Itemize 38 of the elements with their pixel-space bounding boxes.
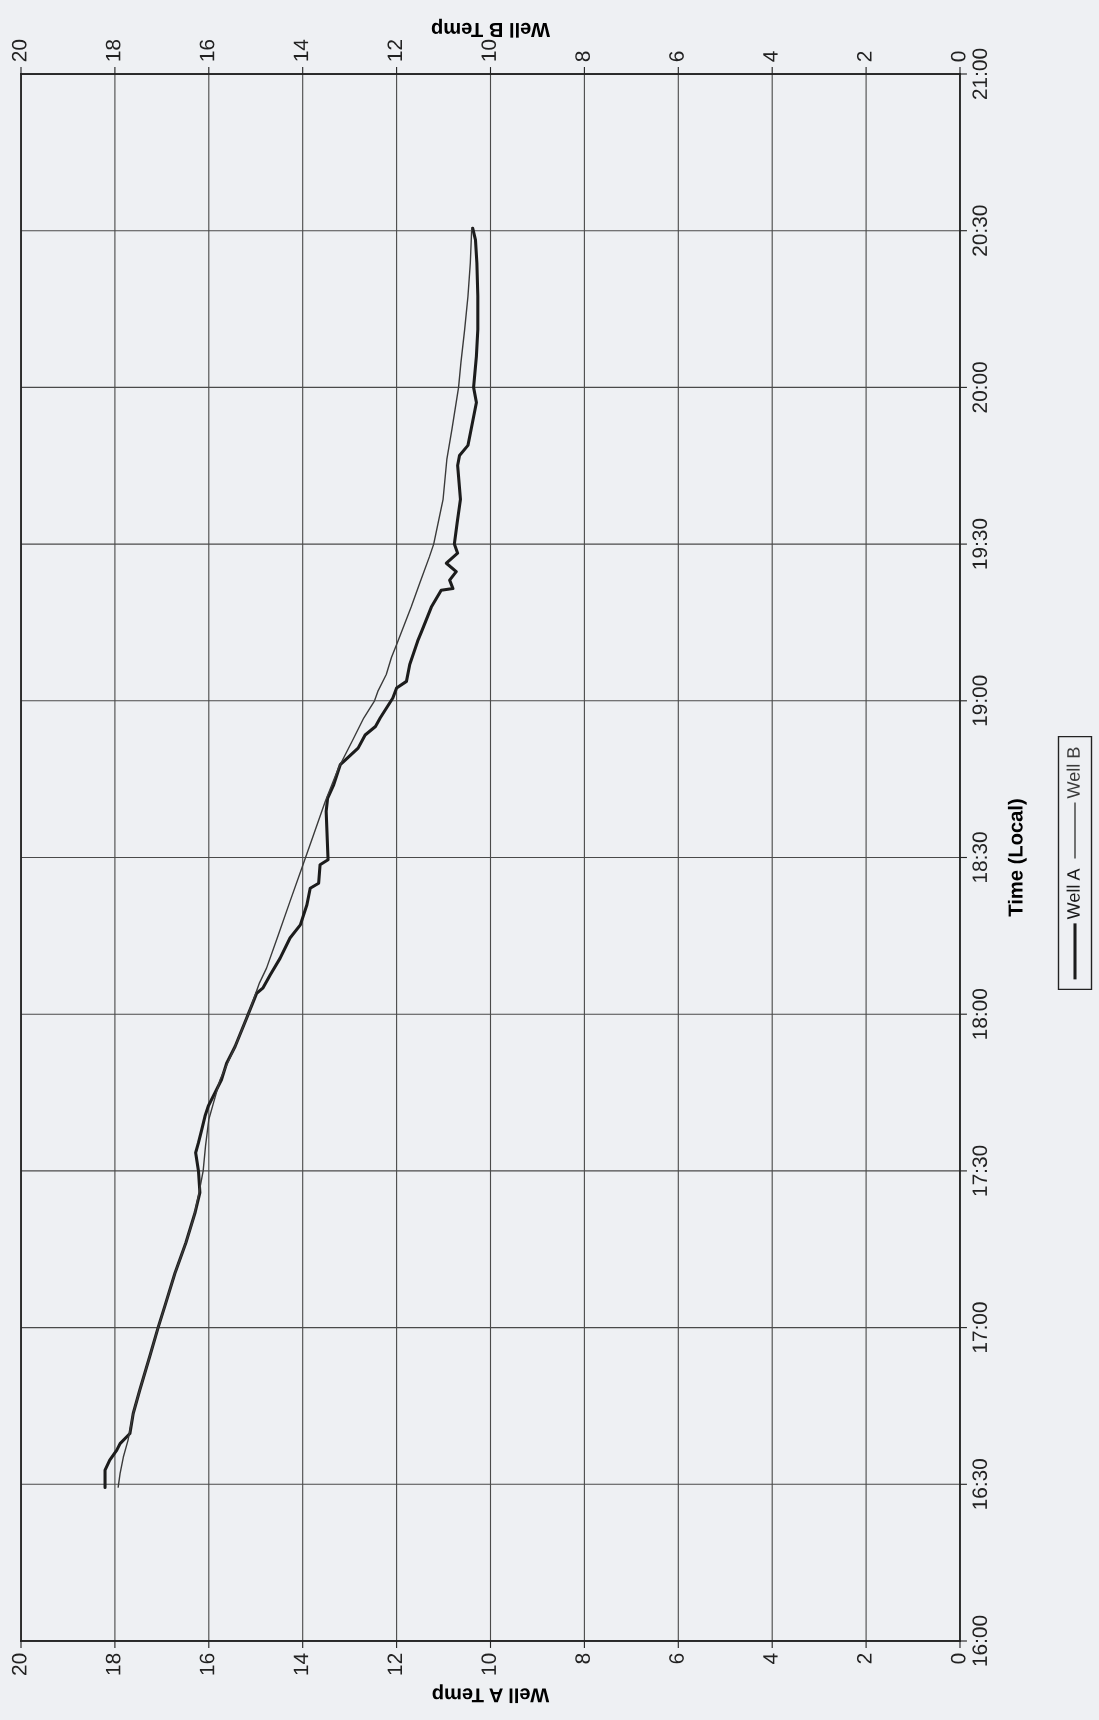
x-tick-label: 16: [199, 39, 215, 61]
x-tick-label: 20: [11, 39, 27, 62]
x2-tick-label: 10: [481, 1653, 497, 1675]
x-tick-label: 4: [763, 51, 778, 62]
text: Well B: [1066, 747, 1080, 799]
y-tick-label: 18:30: [972, 832, 988, 882]
x2-tick-label: 6: [669, 1653, 684, 1664]
x-tick-label: 6: [669, 51, 684, 62]
x2-tick-label: 0: [950, 1653, 966, 1664]
y-tick-label: 20:30: [972, 205, 988, 256]
x2-tick-label: 16: [199, 1653, 215, 1675]
y-tick-label: 19:00: [972, 675, 988, 726]
y-tick-label: 16:00: [972, 1615, 988, 1666]
x2-axis-title: Well B Temp: [431, 18, 550, 38]
x-tick-label: 12: [387, 40, 402, 61]
y-tick-label: 21:00: [972, 48, 988, 100]
y-tick-label: 18:00: [972, 988, 988, 1039]
x-tick-label: 10: [481, 39, 497, 61]
x2-tick-label: 18: [105, 1653, 121, 1675]
x2-tick-label: 2: [856, 1653, 872, 1664]
y-axis-title: Time (Local): [1007, 799, 1027, 917]
y-tick-label: 20:00: [972, 362, 988, 413]
x2-tick-label: 4: [763, 1653, 778, 1664]
y-tick-label: 17:00: [972, 1302, 988, 1353]
y-tick-label: 16:30: [972, 1459, 988, 1509]
x2-tick-label: 20: [11, 1653, 27, 1675]
x-tick-label: 0: [950, 51, 966, 62]
x2-tick-label: 14: [293, 1653, 309, 1675]
x-axis-title: Well A Temp: [432, 1684, 550, 1704]
x-tick-label: 18: [105, 39, 121, 61]
x-tick-label: 8: [575, 51, 590, 62]
y-tick-label: 17:30: [972, 1145, 988, 1196]
x2-tick-label: 12: [387, 1653, 402, 1675]
x-tick-label: 14: [293, 39, 309, 61]
x-tick-label: 2: [856, 51, 872, 62]
x2-tick-label: 8: [575, 1653, 590, 1664]
y-tick-label: 19:30: [972, 518, 988, 569]
text: Well A: [1066, 868, 1080, 920]
